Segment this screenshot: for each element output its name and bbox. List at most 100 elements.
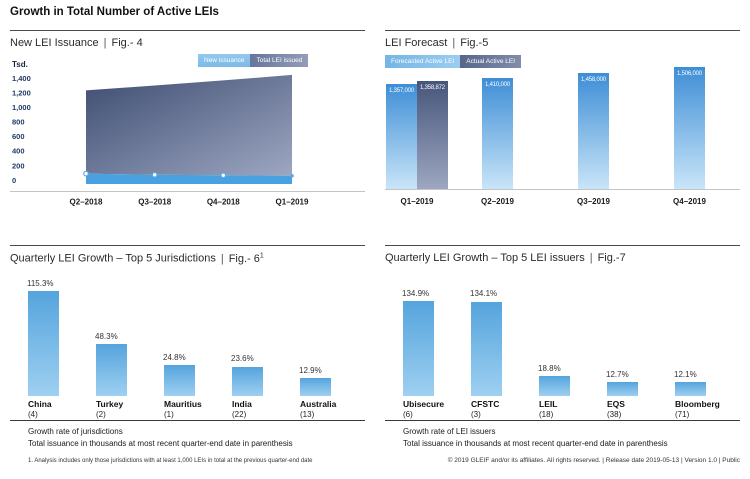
category-count: (22) [232,410,247,419]
panel-new-lei-issuance: New LEI Issuance | Fig.- 4 Tsd. New issuan… [10,30,365,236]
y-tick-label: 600 [12,132,25,141]
category-label: Turkey (2) [96,399,166,419]
category-name: Turkey [96,399,124,409]
note-total-issuance: Total issuance in thousands at most rece… [403,439,668,448]
bar-plot-fig7: 134.9% 134.1% 18.8% 12.7% 12.1% [385,288,740,396]
bar-value-label: 134.1% [470,289,498,299]
category-label: Ubisecure (6) [403,399,473,419]
y-tick-label: 400 [12,147,25,156]
bar-value-label: 12.1% [674,370,697,380]
x-axis-label: Q4–2019 [673,197,706,206]
category-count: (1) [164,410,174,419]
x-axis-label: Q1–2019 [276,198,309,207]
x-axis-label: Q2–2018 [70,198,103,207]
bar-value-label: 134.9% [402,289,430,298]
footer-copyright: © 2019 GLEIF and/or its affiliates. All … [447,457,740,464]
legend-item-total-lei-issued: Total LEI issued [250,54,309,67]
category-label: LEIL (18) [539,399,609,419]
category-count: (4) [28,410,38,419]
note-growth-rate: Growth rate of jurisdictions [28,427,123,436]
chart-title-fig4: New LEI Issuance [10,37,99,49]
growth-bar [471,301,502,396]
category-name: CFSTC [471,399,500,409]
legend-fig5: Forecasted Active LEI Actual Active LEI [385,55,522,68]
growth-bar [300,377,331,396]
panel-fig5-title: LEI Forecast | Fig.-5 [385,37,488,49]
marker-dot [83,170,89,177]
growth-bar [96,343,127,396]
y-tick-label: 200 [12,161,25,170]
x-axis-label: Q3–2018 [138,198,171,207]
y-tick-label: 1,200 [12,89,31,98]
panel-top5-jurisdictions: Quarterly LEI Growth – Top 5 Jurisdictio… [10,245,365,458]
bar-plot-fig5: 1,357,000 1,410,000 1,458,000 1,506,000 1,35… [385,67,740,190]
fig-label-fig6: Fig.- 61 [228,252,264,265]
marker-dot [290,174,294,178]
category-count: (6) [403,410,413,419]
bar-value-label: 18.8% [538,364,561,374]
category-count: (13) [300,410,315,419]
note-growth-rate: Growth rate of LEI issuers [403,427,496,436]
growth-bar [232,366,263,396]
bar-value-label: 12.9% [299,365,322,375]
y-axis-unit-label: Tsd. [12,60,28,69]
panel-fig4-title: New LEI Issuance | Fig.- 4 [10,37,143,49]
title-separator: | [452,37,456,49]
chart-title-fig7: Quarterly LEI Growth – Top 5 LEI issuers [385,252,585,264]
category-name: LEIL [539,399,558,409]
category-count: (2) [96,410,106,419]
category-label: Australia (13) [300,399,370,419]
panel-lei-forecast: LEI Forecast | Fig.-5 Forecasted Active LE… [385,30,740,236]
category-label: China (4) [28,399,98,419]
marker-dot [151,171,158,178]
bar-value-label: 1,506,000 [677,71,702,78]
category-name: India [232,399,252,409]
growth-bar [675,382,706,396]
legend-item-actual-active-lei: Actual Active LEI [460,55,522,68]
title-separator: | [589,252,593,264]
footnote: 1. Analysis includes only those jurisdic… [28,458,313,464]
forecast-bar: 1,506,000 [674,67,705,189]
y-tick-label: 0 [12,176,16,185]
chart-title-fig6: Quarterly LEI Growth – Top 5 Jurisdictio… [10,252,216,265]
title-separator: | [103,37,107,49]
y-tick-label: 1,400 [12,74,31,83]
category-count: (18) [539,410,554,419]
legend-item-new-issuance: New issuance [198,54,251,67]
growth-bar [539,376,570,396]
bar-value-label: 1,357,000 [389,88,414,95]
category-label: India (22) [232,399,302,419]
category-label: CFSTC (3) [471,399,541,419]
bar-value-label: 1,358,872 [420,84,445,91]
forecast-bar: 1,357,000 [386,84,417,189]
legend-item-forecasted-active-lei: Forecasted Active LEI [385,55,461,68]
legend-fig4: New issuance Total LEI issued [198,54,309,67]
fig-label-fig4: Fig.- 4 [111,37,143,49]
bar-value-label: 1,410,000 [485,82,510,89]
category-label: Bloomberg (71) [675,399,745,419]
bar-value-label: 24.8% [163,353,186,363]
forecast-bar: 1,458,000 [578,72,609,189]
panel-fig6-title: Quarterly LEI Growth – Top 5 Jurisdictio… [10,252,264,265]
x-axis-label: Q1–2019 [400,197,434,206]
category-name: Bloomberg [675,399,720,409]
fig-label-fig7: Fig.-7 [597,252,626,264]
note-total-issuance: Total issuance in thousands at most rece… [28,439,293,448]
x-axis-label: Q4–2018 [207,198,240,207]
bar-value-label: 48.3% [95,331,118,341]
actual-bar: 1,358,872 [417,80,448,189]
category-count: (71) [675,410,690,419]
fig6-footnote-marker: 1 [259,252,264,259]
fig-label-fig5: Fig.-5 [460,37,489,49]
panel-top5-lei-issuers: Quarterly LEI Growth – Top 5 LEI issuers… [385,245,740,458]
x-axis-label: Q2–2019 [481,197,514,206]
category-name: China [28,399,52,409]
category-name: Australia [300,399,337,409]
forecast-bar: 1,410,000 [482,78,513,189]
growth-bar [164,365,195,396]
growth-bar [607,381,638,396]
category-label: Mauritius (1) [164,399,234,419]
bar-value-label: 12.7% [606,369,629,379]
category-name: Ubisecure [403,399,445,409]
area-chart-fig4: 0 200 400 600 800 1,000 1,200 1,400 Q2–2018 Q3–20… [10,74,365,207]
